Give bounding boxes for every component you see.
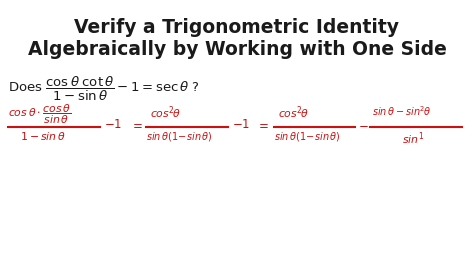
Text: $\mathit{sin\,\theta(1\!-\!sin\,\theta)}$: $\mathit{sin\,\theta(1\!-\!sin\,\theta)}… [274,130,341,143]
Text: Does $\dfrac{\cos\theta\;\cot\theta}{1-\sin\theta} - 1 = \sec\theta\;?$: Does $\dfrac{\cos\theta\;\cot\theta}{1-\… [8,75,200,103]
Text: $\mathit{sin\,\theta-sin^2\!\theta}$: $\mathit{sin\,\theta-sin^2\!\theta}$ [372,104,431,118]
Text: $\mathit{cos\,\theta}\cdot\dfrac{\mathit{cos\,\theta}}{\mathit{sin\,\theta}}$: $\mathit{cos\,\theta}\cdot\dfrac{\mathit… [8,103,71,126]
Text: $=$: $=$ [130,118,143,131]
Text: Verify a Trigonometric Identity: Verify a Trigonometric Identity [74,18,400,37]
Text: $=$: $=$ [256,118,269,131]
Text: $\mathit{1-sin\,\theta}$: $\mathit{1-sin\,\theta}$ [20,130,66,142]
Text: $\mathit{sin^1}$: $\mathit{sin^1}$ [402,130,424,147]
Text: $\mathit{cos^2\!\theta}$: $\mathit{cos^2\!\theta}$ [150,104,181,120]
Text: $\mathit{-1}$: $\mathit{-1}$ [104,118,122,131]
Text: $\mathit{sin\,\theta(1\!-\!sin\,\theta)}$: $\mathit{sin\,\theta(1\!-\!sin\,\theta)}… [146,130,213,143]
Text: $-$: $-$ [358,118,369,131]
Text: $\mathit{cos^2\!\theta}$: $\mathit{cos^2\!\theta}$ [278,104,309,120]
Text: Algebraically by Working with One Side: Algebraically by Working with One Side [27,40,447,59]
Text: $\mathit{-1}$: $\mathit{-1}$ [232,118,250,131]
